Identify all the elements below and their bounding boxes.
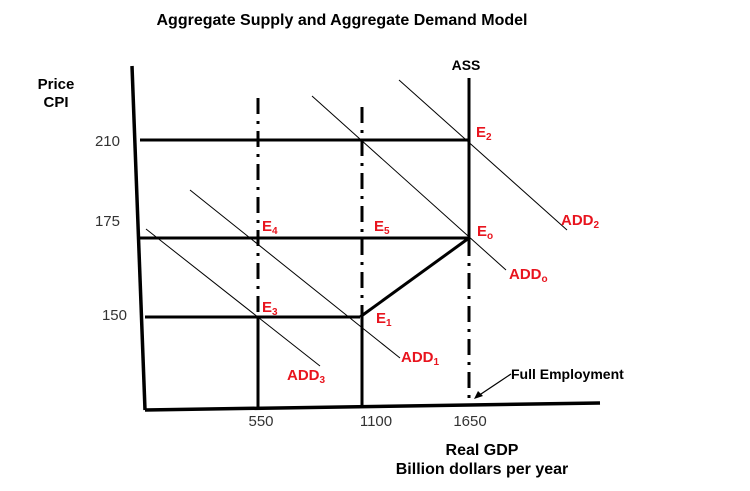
x-axis-label-line1: Real GDP	[446, 442, 519, 459]
equilibrium-label-e2: E2	[476, 124, 492, 143]
demand-label-add1: ADD1	[401, 349, 440, 368]
equilibrium-label-e0: Eo	[477, 223, 493, 242]
demand-curve-add2	[398, 79, 568, 231]
x-tick-label: 550	[248, 413, 273, 430]
x-axis-label-line2: Billion dollars per year	[396, 461, 569, 478]
aggregate-supply-label: ASS	[452, 57, 481, 73]
equilibrium-label-e5: E5	[374, 218, 390, 237]
demand-curve-add1	[189, 189, 401, 359]
y-tick-label: 210	[95, 133, 120, 150]
demand-label-add2: ADD2	[561, 212, 600, 231]
x-axis	[144, 401, 601, 412]
chart-title: Aggregate Supply and Aggregate Demand Mo…	[156, 12, 527, 29]
full-employment-arrow	[477, 373, 512, 397]
equilibrium-label-e1: E1	[376, 310, 392, 329]
supply-sloped-segment	[359, 236, 470, 319]
demand-label-add3: ADD3	[287, 367, 326, 386]
y-axis-label-line1: Price	[38, 76, 75, 93]
full-employment-label: Full Employment	[511, 366, 624, 382]
demand-curve-add0	[311, 95, 507, 271]
equilibrium-label-e4: E4	[262, 218, 278, 237]
equilibrium-label-e3: E3	[262, 299, 278, 318]
x-tick-label: 1650	[453, 413, 486, 430]
y-tick-label: 175	[95, 213, 120, 230]
x-tick-label: 1100	[360, 413, 392, 430]
demand-label-add0: ADDo	[509, 266, 548, 285]
demand-curve-add3	[145, 228, 321, 367]
arrowhead-icon	[474, 391, 483, 399]
y-axis-label-line2: CPI	[43, 94, 68, 111]
y-tick-label: 150	[102, 307, 127, 324]
y-axis	[130, 65, 147, 411]
